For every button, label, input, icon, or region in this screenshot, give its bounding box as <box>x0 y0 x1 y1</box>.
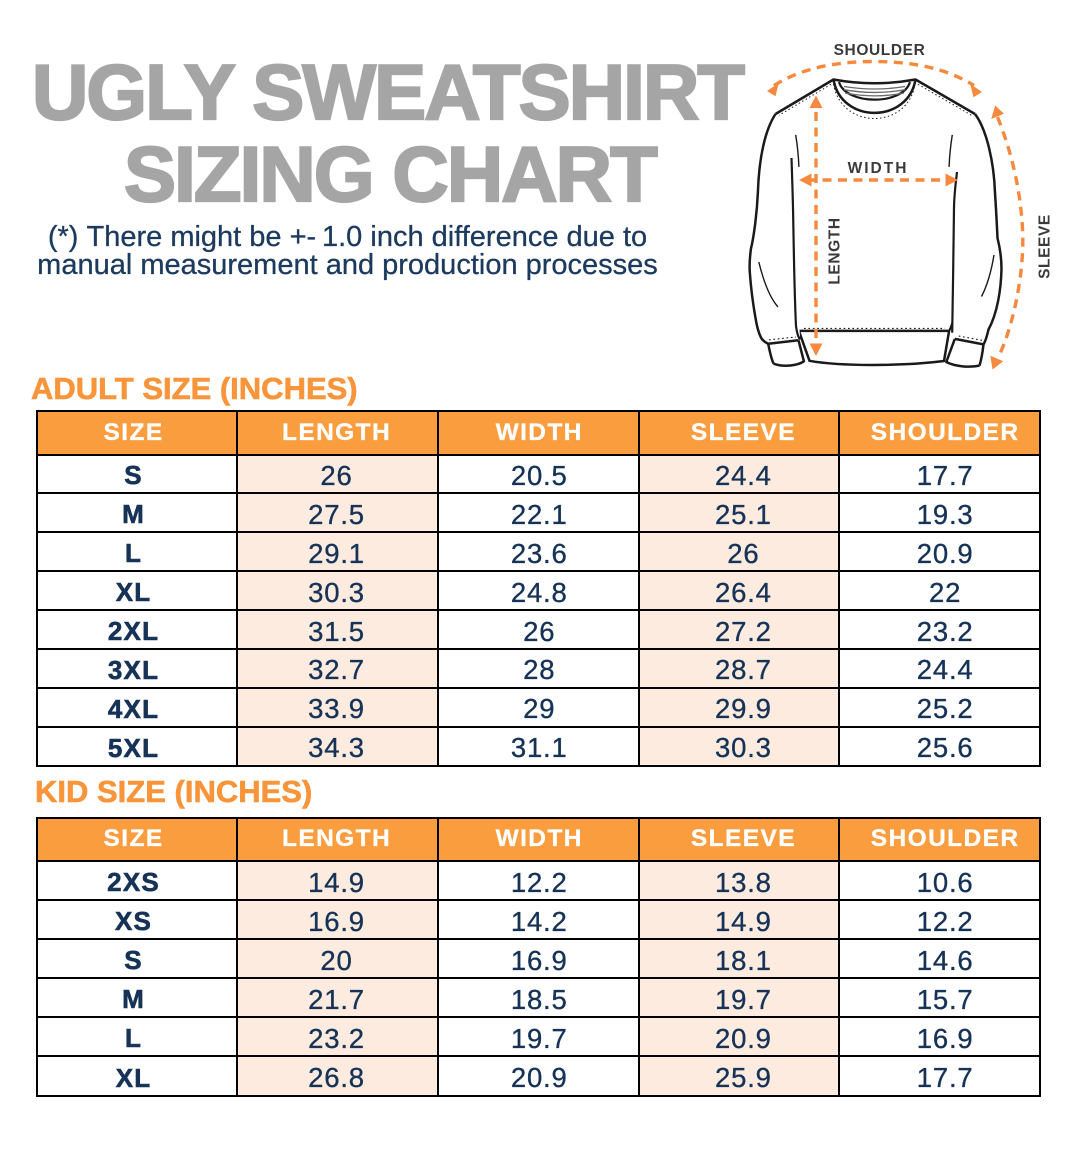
svg-text:WIDTH: WIDTH <box>848 160 909 177</box>
svg-text:LENGTH: LENGTH <box>827 217 844 284</box>
svg-text:SHOULDER: SHOULDER <box>834 42 926 59</box>
svg-text:SLEEVE: SLEEVE <box>1037 214 1054 279</box>
